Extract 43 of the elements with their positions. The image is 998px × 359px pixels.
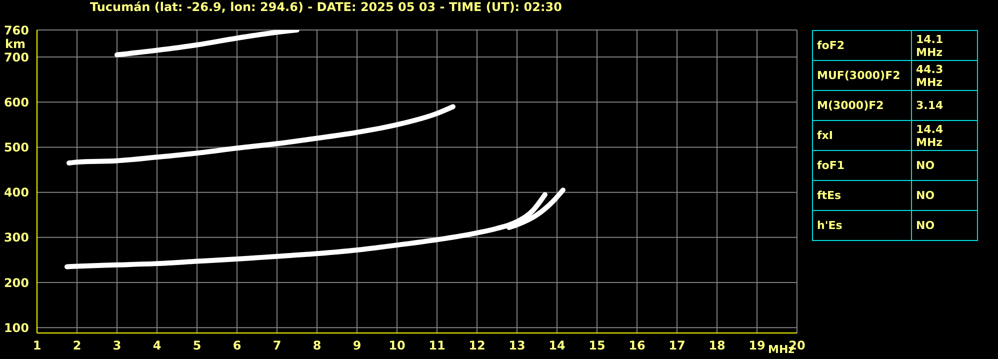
text: 3.14 — [912, 90, 978, 120]
x-tick-label: 11 — [428, 338, 446, 353]
x-tick-label: 19 — [748, 338, 766, 353]
x-tick-label: 15 — [588, 338, 606, 353]
y-tick-label: 100 — [4, 320, 29, 335]
x-tick-label: 6 — [232, 338, 242, 353]
x-tick-label: 9 — [352, 338, 362, 353]
x-tick-label: 2 — [72, 338, 82, 353]
x-tick-label: 14 — [548, 338, 566, 353]
x-tick-label: 5 — [192, 338, 202, 353]
text: ftEs — [812, 180, 912, 210]
x-tick-label: 12 — [468, 338, 486, 353]
text: 44.3 MHz — [912, 60, 978, 90]
text: foF1 — [812, 150, 912, 180]
x-tick-label: 7 — [272, 338, 282, 353]
x-tick-label: 8 — [312, 338, 322, 353]
text: MUF(3000)F2 — [812, 60, 912, 90]
x-tick-label: 17 — [668, 338, 686, 353]
x-tick-label: 4 — [152, 338, 162, 353]
text: NO — [912, 210, 978, 240]
y-tick-label: 500 — [4, 140, 29, 154]
text: NO — [912, 180, 978, 210]
y-tick-label: 700 — [4, 50, 29, 64]
text: NO — [912, 150, 978, 180]
text: 14.1 MHz — [912, 30, 978, 60]
text: M(3000)F2 — [812, 90, 912, 120]
text: foF2 — [812, 30, 912, 60]
text: fxI — [812, 120, 912, 150]
y-tick-label: 300 — [4, 230, 29, 245]
y-tick-label: 760 — [4, 23, 29, 38]
y-tick-label: 200 — [4, 276, 29, 290]
x-tick-label: 10 — [388, 338, 406, 353]
y-axis-title: km — [5, 37, 26, 51]
y-tick-label: 400 — [4, 186, 29, 200]
x-tick-label: 16 — [628, 338, 646, 353]
y-tick-label: 600 — [4, 95, 29, 110]
x-tick-label: 13 — [508, 338, 526, 353]
x-tick-label: 1 — [32, 338, 42, 353]
chart-title: Tucumán (lat: -26.9, lon: 294.6) - DATE: 2025 05 03 - TIME (UT): 02:30 — [90, 0, 562, 14]
text: 14.4 MHz — [912, 120, 978, 150]
x-tick-label: 3 — [112, 338, 122, 353]
text: h'Es — [812, 210, 912, 240]
x-tick-label: 18 — [708, 338, 726, 353]
